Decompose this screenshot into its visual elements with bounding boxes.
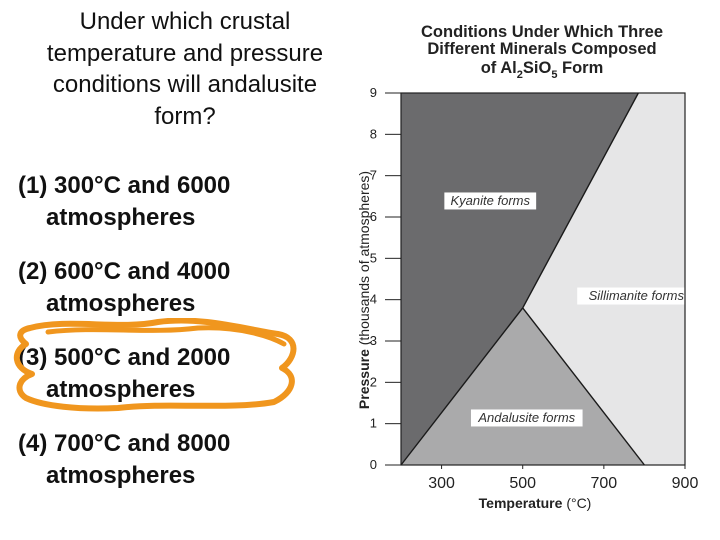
option-3-line1: (3) 500°C and 2000 xyxy=(18,344,231,371)
phase-boundary-2 xyxy=(522,92,639,309)
x-tick-label: 900 xyxy=(672,475,699,492)
chart-title: Conditions Under Which Three Different M… xyxy=(421,23,663,81)
y-tick-label: 3 xyxy=(370,333,377,348)
region-label-sillimanite: Sillimanite forms xyxy=(577,287,696,305)
x-axis-label: Temperature (°C) xyxy=(479,495,592,511)
chart-title-line-3: of Al2SiO5 Form xyxy=(481,59,604,81)
x-tick-label: 700 xyxy=(591,475,618,492)
region-andalusite xyxy=(401,307,645,465)
option-2[interactable]: (2) 600°C and 4000 atmospheres xyxy=(18,256,348,320)
option-3-line2: atmospheres xyxy=(46,376,196,403)
option-1-line2: atmospheres xyxy=(46,204,196,231)
option-4[interactable]: (4) 700°C and 8000 atmospheres xyxy=(18,428,348,492)
y-tick-label: 8 xyxy=(370,126,377,141)
y-tick-label: 7 xyxy=(370,168,377,183)
region-label-kyanite: Kyanite forms xyxy=(444,192,537,210)
y-tick-label: 0 xyxy=(370,457,377,472)
plot-area: Kyanite forms Sillimanite forms Andalusite… xyxy=(400,92,696,466)
plot-frame xyxy=(400,92,686,466)
option-4-line1: (4) 700°C and 8000 xyxy=(18,430,231,457)
axes: 0 1 2 3 4 5 6 7 8 9 300 500 700 900 xyxy=(370,85,699,492)
option-1[interactable]: (1) 300°C and 6000 atmospheres xyxy=(18,170,348,234)
option-1-line1: (1) 300°C and 6000 xyxy=(18,172,231,199)
chart-title-line-2: Different Minerals Composed xyxy=(427,40,656,58)
y-tick-label: 1 xyxy=(370,416,377,431)
region-label-text-andalusite: Andalusite forms xyxy=(477,410,575,425)
region-label-text-sillimanite: Sillimanite forms xyxy=(589,288,685,303)
chart-title-line-1: Conditions Under Which Three xyxy=(421,23,663,41)
mineral-stability-chart: Conditions Under Which Three Different M… xyxy=(345,10,715,530)
phase-boundary-3 xyxy=(522,307,645,466)
region-label-text-kyanite: Kyanite forms xyxy=(451,193,531,208)
y-tick-label: 9 xyxy=(370,85,377,100)
y-tick-label: 5 xyxy=(370,250,377,265)
y-tick-label: 6 xyxy=(370,209,377,224)
answer-highlight-scribble xyxy=(14,318,297,412)
option-3[interactable]: (3) 500°C and 2000 atmospheres xyxy=(18,342,348,406)
option-4-line2: atmospheres xyxy=(46,462,196,489)
phase-boundary-1 xyxy=(400,307,524,466)
option-2-line2: atmospheres xyxy=(46,290,196,317)
y-tick-label: 2 xyxy=(370,374,377,389)
option-2-line1: (2) 600°C and 4000 xyxy=(18,258,231,285)
chart-svg: Conditions Under Which Three Different M… xyxy=(356,23,699,511)
x-tick-label: 500 xyxy=(509,475,536,492)
x-tick-label: 300 xyxy=(428,475,455,492)
region-sillimanite xyxy=(522,93,685,465)
y-axis-label: Pressure (thousands of atmospheres) xyxy=(356,171,372,409)
region-label-andalusite: Andalusite forms xyxy=(470,409,583,427)
question-text: Under which crustal temperature and pres… xyxy=(46,8,324,130)
region-kyanite xyxy=(401,93,639,465)
y-tick-label: 4 xyxy=(370,292,377,307)
